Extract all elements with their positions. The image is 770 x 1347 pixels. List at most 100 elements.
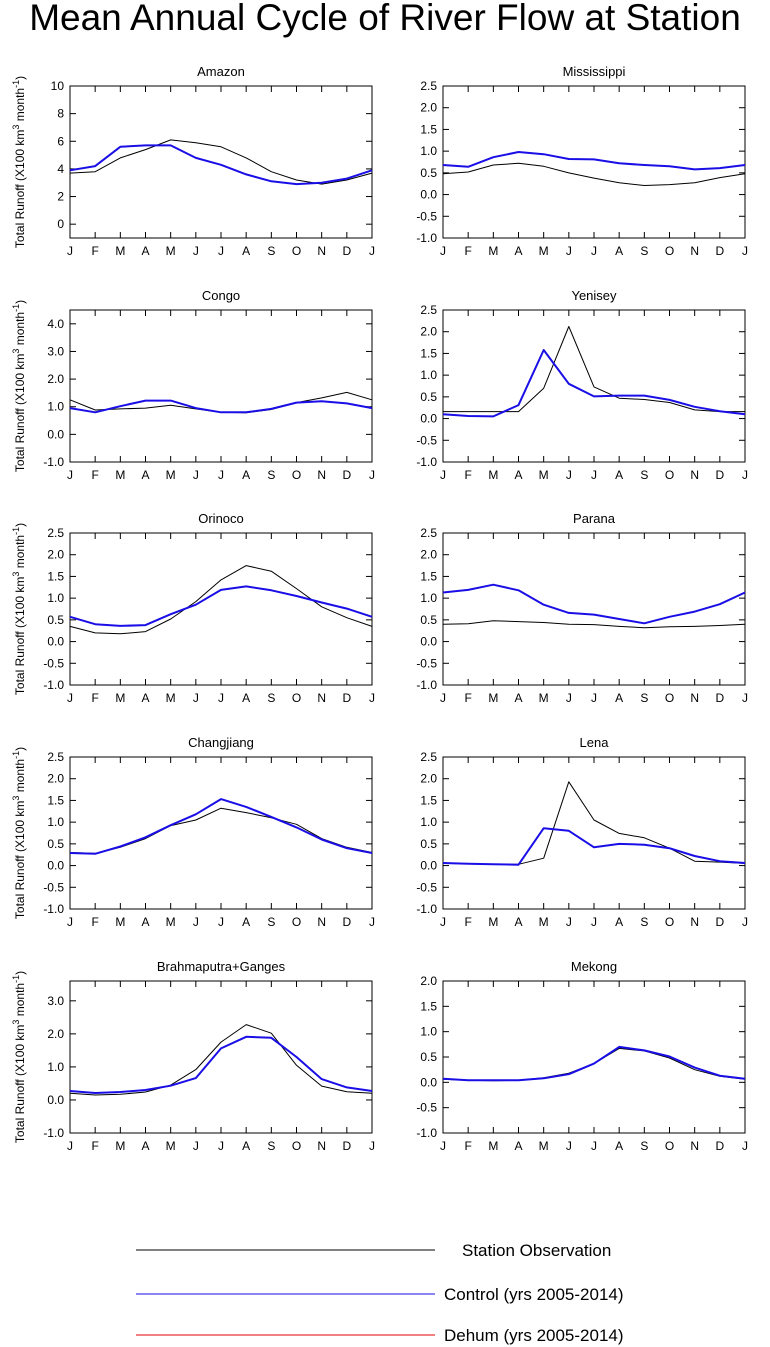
x-tick-label: D	[715, 468, 724, 482]
y-axis-label: Total Runoff (X100 km3 month-1)	[11, 971, 27, 1143]
y-tick-label: 1.5	[420, 122, 437, 136]
x-tick-label: N	[317, 1139, 326, 1153]
y-tick-label: 2.5	[420, 526, 437, 540]
x-tick-label: J	[218, 244, 224, 258]
y-tick-label: 1.0	[47, 1060, 64, 1074]
x-tick-label: N	[317, 244, 326, 258]
x-tick-label: D	[342, 691, 351, 705]
y-tick-label: 0.0	[47, 635, 64, 649]
x-tick-label: J	[369, 691, 375, 705]
y-tick-label: 0.0	[420, 859, 437, 873]
y-tick-label: 0.0	[47, 427, 64, 441]
series-line-observation	[442, 162, 746, 186]
x-tick-label: A	[615, 468, 623, 482]
x-tick-label: J	[566, 915, 572, 929]
x-tick-label: J	[67, 1139, 73, 1153]
x-tick-label: D	[715, 915, 724, 929]
x-tick-label: S	[640, 244, 648, 258]
x-tick-label: S	[267, 1139, 275, 1153]
y-tick-label: -0.5	[416, 656, 437, 670]
x-tick-label: J	[193, 1139, 199, 1153]
y-tick-label: 2.5	[47, 526, 64, 540]
x-tick-label: D	[715, 244, 724, 258]
x-tick-label: O	[665, 468, 674, 482]
x-tick-label: S	[267, 691, 275, 705]
x-tick-label: N	[690, 1139, 699, 1153]
y-tick-label: 2.0	[47, 548, 64, 562]
x-tick-label: A	[141, 1139, 149, 1153]
y-tick-label: 2.0	[420, 548, 437, 562]
x-tick-label: S	[267, 915, 275, 929]
panel-title: Mekong	[571, 959, 617, 974]
series-line-control	[442, 1045, 746, 1082]
y-tick-label: 2.0	[47, 372, 64, 386]
plot-frame	[69, 85, 373, 239]
y-axis-label: Total Runoff (X100 km3 month-1)	[11, 747, 27, 919]
y-tick-label: -0.5	[416, 433, 437, 447]
x-tick-label: J	[591, 1139, 597, 1153]
y-tick-label: -1.0	[416, 455, 437, 469]
x-tick-label: F	[91, 1139, 98, 1153]
x-tick-label: S	[267, 244, 275, 258]
panel-title: Amazon	[197, 64, 245, 79]
x-tick-label: D	[342, 1139, 351, 1153]
plot-frame	[442, 756, 746, 910]
x-tick-label: A	[242, 1139, 250, 1153]
y-tick-label: 4	[57, 162, 64, 176]
y-tick-label: -1.0	[43, 1126, 64, 1140]
y-tick-label: 1.5	[420, 569, 437, 583]
panel-title: Congo	[202, 288, 240, 303]
x-tick-label: F	[464, 244, 471, 258]
legend-label: Dehum (yrs 2005-2014)	[444, 1326, 624, 1345]
y-tick-label: -1.0	[43, 455, 64, 469]
x-tick-label: O	[292, 915, 301, 929]
y-axis-label: Total Runoff (X100 km3 month-1)	[11, 523, 27, 695]
panel-title: Brahmaputra+Ganges	[157, 959, 286, 974]
x-tick-label: N	[690, 468, 699, 482]
plot-frame	[69, 980, 373, 1134]
y-tick-label: 0.5	[47, 613, 64, 627]
x-tick-label: O	[665, 691, 674, 705]
panel-title: Changjiang	[188, 735, 254, 750]
x-tick-label: J	[566, 691, 572, 705]
x-tick-label: A	[514, 1139, 522, 1153]
chart-panel-10: Mekong -1.0 -0.5 0.0 0.5 1.0 1.5 2.0 J F M A M J J A S O N…	[416, 959, 748, 1153]
x-tick-label: M	[488, 1139, 498, 1153]
y-tick-label: 0.0	[420, 412, 437, 426]
panel-title: Yenisey	[571, 288, 617, 303]
x-tick-label: A	[141, 468, 149, 482]
y-tick-label: 3.0	[47, 344, 64, 358]
x-tick-label: J	[742, 691, 748, 705]
series-line-dehum	[442, 584, 746, 624]
panel-title: Orinoco	[198, 511, 244, 526]
x-tick-label: A	[615, 244, 623, 258]
x-tick-label: M	[488, 468, 498, 482]
x-tick-label: J	[218, 1139, 224, 1153]
y-tick-label: -0.5	[416, 880, 437, 894]
y-tick-label: 0.0	[420, 188, 437, 202]
series-line-dehum	[442, 349, 746, 417]
x-tick-label: M	[539, 915, 549, 929]
x-tick-label: F	[464, 915, 471, 929]
x-tick-label: O	[665, 1139, 674, 1153]
chart-panel-6: Parana -1.0 -0.5 0.0 0.5 1.0 1.5 2.0 2.5 J F M A M J J A…	[416, 511, 748, 705]
x-tick-label: A	[141, 244, 149, 258]
chart-panel-8: Lena -1.0 -0.5 0.0 0.5 1.0 1.5 2.0 2.5 J F M A M J J A S O…	[416, 735, 748, 929]
y-tick-label: 1.5	[47, 793, 64, 807]
x-tick-label: F	[91, 468, 98, 482]
y-tick-label: 1.0	[420, 144, 437, 158]
x-tick-label: A	[514, 468, 522, 482]
x-tick-label: A	[242, 915, 250, 929]
y-tick-label: 4.0	[47, 317, 64, 331]
y-axis-label: Total Runoff (X100 km3 month-1)	[11, 76, 27, 248]
plot-frame	[69, 309, 373, 463]
y-tick-label: 0.5	[420, 613, 437, 627]
x-tick-label: J	[440, 468, 446, 482]
y-tick-label: 2.0	[47, 1027, 64, 1041]
y-tick-label: 1.5	[420, 793, 437, 807]
y-tick-label: 2.0	[420, 974, 437, 988]
x-tick-label: J	[369, 915, 375, 929]
plot-frame	[442, 85, 746, 239]
x-tick-label: N	[317, 691, 326, 705]
x-tick-label: J	[591, 915, 597, 929]
